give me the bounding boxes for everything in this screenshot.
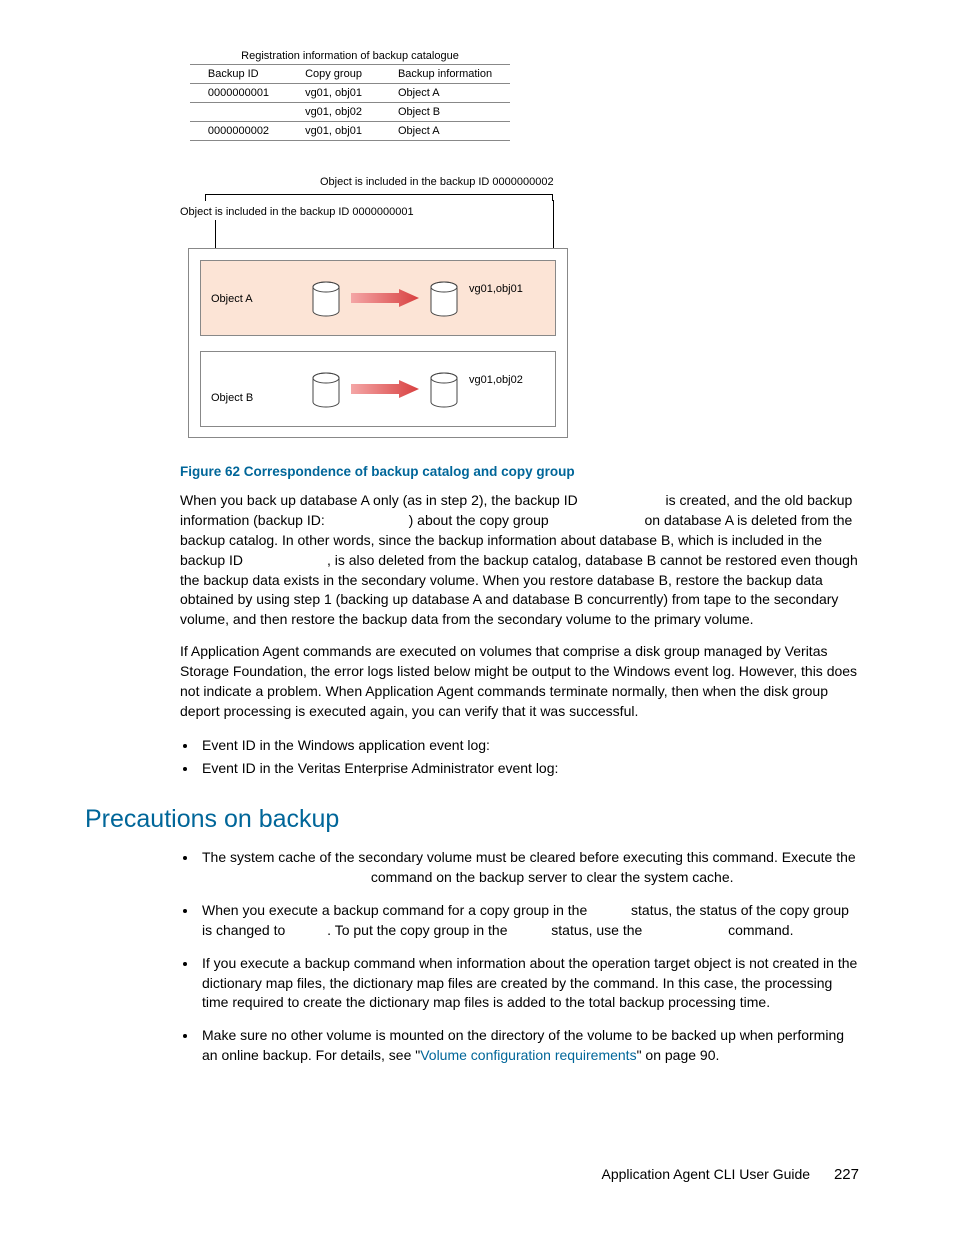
th-backup-id: Backup ID: [190, 65, 287, 84]
page-number: 227: [834, 1166, 859, 1183]
paragraph-2: If Application Agent commands are execut…: [180, 642, 859, 722]
cell: Object A: [380, 84, 510, 103]
text: The system cache of the secondary volume…: [202, 849, 856, 865]
text: command on the backup server to clear th…: [367, 869, 734, 885]
precaution-item: If you execute a backup command when inf…: [198, 954, 859, 1014]
arrow-icon: [351, 380, 419, 398]
precaution-item: The system cache of the secondary volume…: [198, 848, 859, 888]
page-content: Registration information of backup catal…: [180, 50, 859, 781]
cell: 0000000002: [190, 122, 287, 141]
precautions-content: The system cache of the secondary volume…: [180, 848, 859, 1066]
th-backup-info: Backup information: [380, 65, 510, 84]
p1-t5: , is also deleted from the backup catalo…: [180, 552, 858, 628]
label-object-b: Object B: [211, 392, 253, 404]
precautions-list: The system cache of the secondary volume…: [198, 848, 859, 1066]
text: status, use the: [547, 922, 646, 938]
cylinder-icon: [311, 372, 341, 408]
cell: [190, 103, 287, 122]
box-object-a: Object A vg01,obj01: [200, 260, 556, 336]
precaution-item: Make sure no other volume is mounted on …: [198, 1026, 859, 1066]
diagram: Object is included in the backup ID 0000…: [180, 176, 859, 456]
event-item: Event ID in the Windows application even…: [198, 734, 859, 758]
cell: vg01, obj02: [287, 103, 380, 122]
registration-table: Backup ID Copy group Backup information …: [190, 64, 510, 141]
text: When you execute a backup command for a …: [202, 902, 591, 918]
footer-text: Application Agent CLI User Guide: [602, 1166, 811, 1182]
diag-left-label: Object is included in the backup ID 0000…: [180, 206, 414, 218]
top-vline: [553, 200, 554, 248]
cell: vg01, obj01: [287, 122, 380, 141]
cylinder-icon: [429, 281, 459, 317]
reg-table-wrapper: Registration information of backup catal…: [180, 50, 520, 141]
cylinder-icon: [311, 281, 341, 317]
cell: Object B: [380, 103, 510, 122]
table-title: Registration information of backup catal…: [180, 50, 520, 62]
text: " on page 90.: [637, 1047, 720, 1063]
text: command.: [724, 922, 793, 938]
top-bracket: [205, 194, 553, 195]
p1-t3: ) about the copy group: [409, 512, 553, 528]
cell: vg01, obj01: [287, 84, 380, 103]
cylinder-icon: [429, 372, 459, 408]
precaution-item: When you execute a backup command for a …: [198, 901, 859, 941]
page-footer: Application Agent CLI User Guide 227: [602, 1166, 860, 1183]
event-list: Event ID in the Windows application even…: [198, 734, 859, 782]
label-object-a: Object A: [211, 293, 253, 305]
link-volume-config[interactable]: Volume configuration requirements: [420, 1047, 636, 1063]
p1-t1: When you back up database A only (as in …: [180, 492, 582, 508]
label-vg01-obj01: vg01,obj01: [469, 283, 523, 295]
cell: 0000000001: [190, 84, 287, 103]
text: . To put the copy group in the: [327, 922, 511, 938]
section-heading: Precautions on backup: [85, 805, 859, 834]
paragraph-1: When you back up database A only (as in …: [180, 491, 859, 630]
box-object-b: Object B vg01,obj02: [200, 351, 556, 427]
cell: Object A: [380, 122, 510, 141]
event-item: Event ID in the Veritas Enterprise Admin…: [198, 757, 859, 781]
th-copy-group: Copy group: [287, 65, 380, 84]
figure-caption: Figure 62 Correspondence of backup catal…: [180, 464, 859, 479]
label-vg01-obj02: vg01,obj02: [469, 374, 523, 386]
arrow-icon: [351, 289, 419, 307]
left-vline: [215, 220, 216, 248]
diag-top-label: Object is included in the backup ID 0000…: [320, 176, 554, 188]
